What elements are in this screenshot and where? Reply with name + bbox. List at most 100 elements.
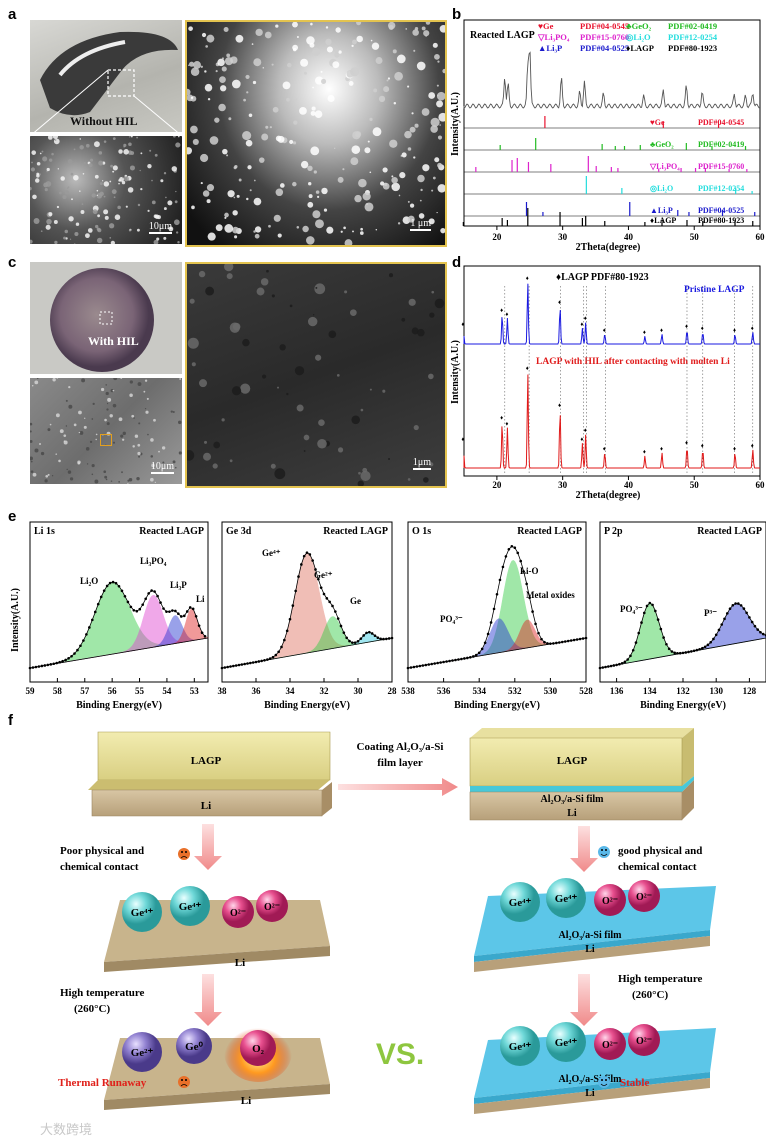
ht-left-1: High temperature bbox=[60, 987, 145, 999]
left-hot-li-label: Li bbox=[241, 1095, 251, 1107]
panel-a-sem-large: 1 μm bbox=[185, 20, 447, 247]
panel-c-photo: With HIL bbox=[30, 262, 182, 374]
ref-label-0: ♥Ge bbox=[650, 118, 665, 127]
xrd-d-ylabel: Intensity(A.U.) bbox=[450, 340, 461, 404]
photo-label-with-hil: With HIL bbox=[88, 334, 139, 348]
xrd-b-xlabel: 2Theta(degree) bbox=[576, 242, 641, 253]
svg-text:538: 538 bbox=[401, 686, 415, 696]
svg-text:54: 54 bbox=[162, 686, 172, 696]
thermal-runaway-label: Thermal Runaway bbox=[58, 1077, 147, 1089]
smile-face-icon-1 bbox=[598, 846, 610, 858]
xrd-d-pristine-label: Pristine LAGP bbox=[684, 285, 745, 295]
schematic-f: LAGP Li Coating Al₂O₃/a-Si film layer LA… bbox=[40, 728, 716, 1137]
xps-peak-3-1: P³⁻ bbox=[704, 608, 717, 618]
legend-pdf-5: PDF#80-1923 bbox=[668, 43, 717, 53]
panel-label-b: b bbox=[452, 6, 462, 23]
svg-text:50: 50 bbox=[690, 480, 700, 490]
xps-xlabel-1: Binding Energy(eV) bbox=[264, 700, 350, 711]
fractured-pellet-image bbox=[40, 31, 178, 116]
ref-label-4: ▲Li₃P bbox=[650, 206, 673, 215]
right-hot-li-label: Li bbox=[585, 1088, 595, 1099]
svg-text:36: 36 bbox=[252, 686, 262, 696]
ion-label-ionsL-3: O²⁻ bbox=[264, 902, 280, 913]
svg-text:♦: ♦ bbox=[685, 440, 688, 446]
smile-face-icon-2 bbox=[598, 1076, 610, 1088]
ref-pdf-1: PDF#02-0419 bbox=[698, 140, 744, 149]
svg-text:♦: ♦ bbox=[603, 328, 606, 334]
xps-ylabel: Intensity(A.U.) bbox=[10, 588, 21, 652]
svg-text:132: 132 bbox=[676, 686, 690, 696]
svg-text:60: 60 bbox=[756, 232, 766, 242]
xrd-d-xlabel: 2Theta(degree) bbox=[576, 490, 641, 501]
ion-sphere-ionsRH-2 bbox=[594, 1028, 626, 1060]
ion-sphere-ionsRH-3 bbox=[628, 1024, 660, 1056]
svg-text:♦: ♦ bbox=[580, 322, 583, 328]
xps-subtitle-3: Reacted LAGP bbox=[697, 526, 762, 537]
ion-label-ionsR-3: O²⁻ bbox=[636, 892, 652, 903]
ion-sphere-ionsLH-0 bbox=[122, 1032, 162, 1072]
right-slab-film-label: Al₂O₃/a-Si film bbox=[559, 930, 623, 941]
ion-label-ionsRH-2: O²⁻ bbox=[602, 1040, 618, 1051]
xps-chart-1: Ge 3d Reacted LAGP Ge⁴⁺ Ge²⁺ Ge 38 36 34 32 30 28 B… bbox=[218, 521, 398, 711]
sem-texture-a-large bbox=[187, 22, 445, 245]
svg-text:♦: ♦ bbox=[584, 428, 587, 434]
poor-contact-2: chemical contact bbox=[60, 861, 139, 873]
ion-sphere-ionsR-0 bbox=[500, 882, 540, 922]
left-slab-li-label: Li bbox=[235, 957, 245, 969]
xrd-b-legend: ♥Ge PDF#04-0545♣GeO₂ PDF#02-0419 ▽Li₃PO₄ PDF… bbox=[537, 21, 718, 53]
xps-title-3: P 2p bbox=[604, 526, 623, 537]
ion-label-ionsRH-1: Ge⁴⁺ bbox=[555, 1037, 578, 1049]
ion-label-ionsR-1: Ge⁴⁺ bbox=[555, 893, 578, 905]
ion-sphere-ionsLH-2 bbox=[240, 1030, 276, 1066]
svg-text:♦: ♦ bbox=[505, 312, 508, 318]
xps-title-1: Ge 3d bbox=[226, 526, 252, 537]
svg-text:♦: ♦ bbox=[558, 403, 561, 409]
svg-text:57: 57 bbox=[80, 686, 90, 696]
panel-a-sem-small: 10μm bbox=[30, 136, 182, 244]
xps-chart-0: Li 1s Reacted LAGP Li₂O Li₃PO₄ Li₃P Li 59 58 57 5… bbox=[26, 521, 209, 711]
svg-text:55: 55 bbox=[135, 686, 145, 696]
ion-label-ionsLH-0: Ge²⁺ bbox=[131, 1047, 154, 1059]
legend-0: ♥Ge bbox=[538, 21, 554, 31]
svg-text:♦: ♦ bbox=[660, 447, 663, 453]
svg-text:28: 28 bbox=[388, 686, 398, 696]
good-contact-1: good physical and bbox=[618, 845, 702, 857]
legend-pdf-0: PDF#04-0545 bbox=[580, 21, 629, 31]
svg-text:34: 34 bbox=[286, 686, 296, 696]
ref-pdf-5: PDF#80-1923 bbox=[698, 216, 744, 225]
xps-peak-0-3: Li bbox=[196, 594, 205, 604]
xrd-d-traces: ♦♦♦♦♦♦♦♦ ♦ ♦♦ ♦ ♦ ♦♦♦♦♦♦♦♦♦♦♦♦♦♦♦ bbox=[461, 276, 760, 474]
down-arrow-right-2 bbox=[570, 974, 598, 1026]
xps-xlabel-2: Binding Energy(eV) bbox=[454, 700, 540, 711]
xrd-chart-b: Reacted LAGP ♥Ge PDF#04-0545♣GeO₂ PDF#02-0… bbox=[450, 19, 765, 253]
legend-3: ◎Li₂O bbox=[626, 32, 651, 42]
ht-right-1: High temperature bbox=[618, 973, 703, 985]
stable-label: Stable bbox=[620, 1077, 649, 1089]
svg-text:30: 30 bbox=[558, 232, 568, 242]
svg-text:♦: ♦ bbox=[733, 447, 736, 453]
right-hot-film-label: Al₂O₃/a-Si film bbox=[559, 1074, 623, 1085]
svg-text:♦: ♦ bbox=[526, 276, 529, 282]
ion-label-ionsL-1: Ge⁴⁺ bbox=[179, 901, 202, 913]
sad-face-icon-1 bbox=[178, 848, 190, 860]
svg-text:♦: ♦ bbox=[733, 328, 736, 334]
right-lagp-film-li-stack: LAGP Al₂O₃/a-Si film Li bbox=[469, 728, 694, 821]
legend-1: ♣GeO₂ bbox=[626, 21, 652, 31]
legend-pdf-3: PDF#12-0254 bbox=[668, 32, 718, 42]
xrd-d-ref-label: ♦LAGP PDF#80-1923 bbox=[556, 272, 649, 283]
xps-peak-2-0: Li-O bbox=[520, 566, 539, 576]
ion-sphere-ionsR-2 bbox=[594, 884, 626, 916]
xps-peak-1-1: Ge²⁺ bbox=[314, 570, 333, 580]
xps-chart-3: P 2p Reacted LAGP PO₄³⁻ P³⁻ 136 134 132 130 128 B… bbox=[598, 521, 768, 711]
svg-text:♦: ♦ bbox=[751, 443, 754, 449]
xrd-b-xticks: 20 30 40 50 60 bbox=[492, 226, 765, 242]
svg-text:56: 56 bbox=[108, 686, 118, 696]
photo-label-without-hil: Without HIL bbox=[70, 114, 138, 128]
zoom-lines-a bbox=[29, 69, 183, 137]
down-arrow-left-2 bbox=[194, 974, 222, 1026]
svg-text:♦: ♦ bbox=[584, 316, 587, 322]
xps-subtitle-1: Reacted LAGP bbox=[323, 526, 388, 537]
svg-text:532: 532 bbox=[508, 686, 522, 696]
ion-label-ionsR-2: O²⁻ bbox=[602, 896, 618, 907]
legend-5: ♦LAGP bbox=[626, 43, 654, 53]
